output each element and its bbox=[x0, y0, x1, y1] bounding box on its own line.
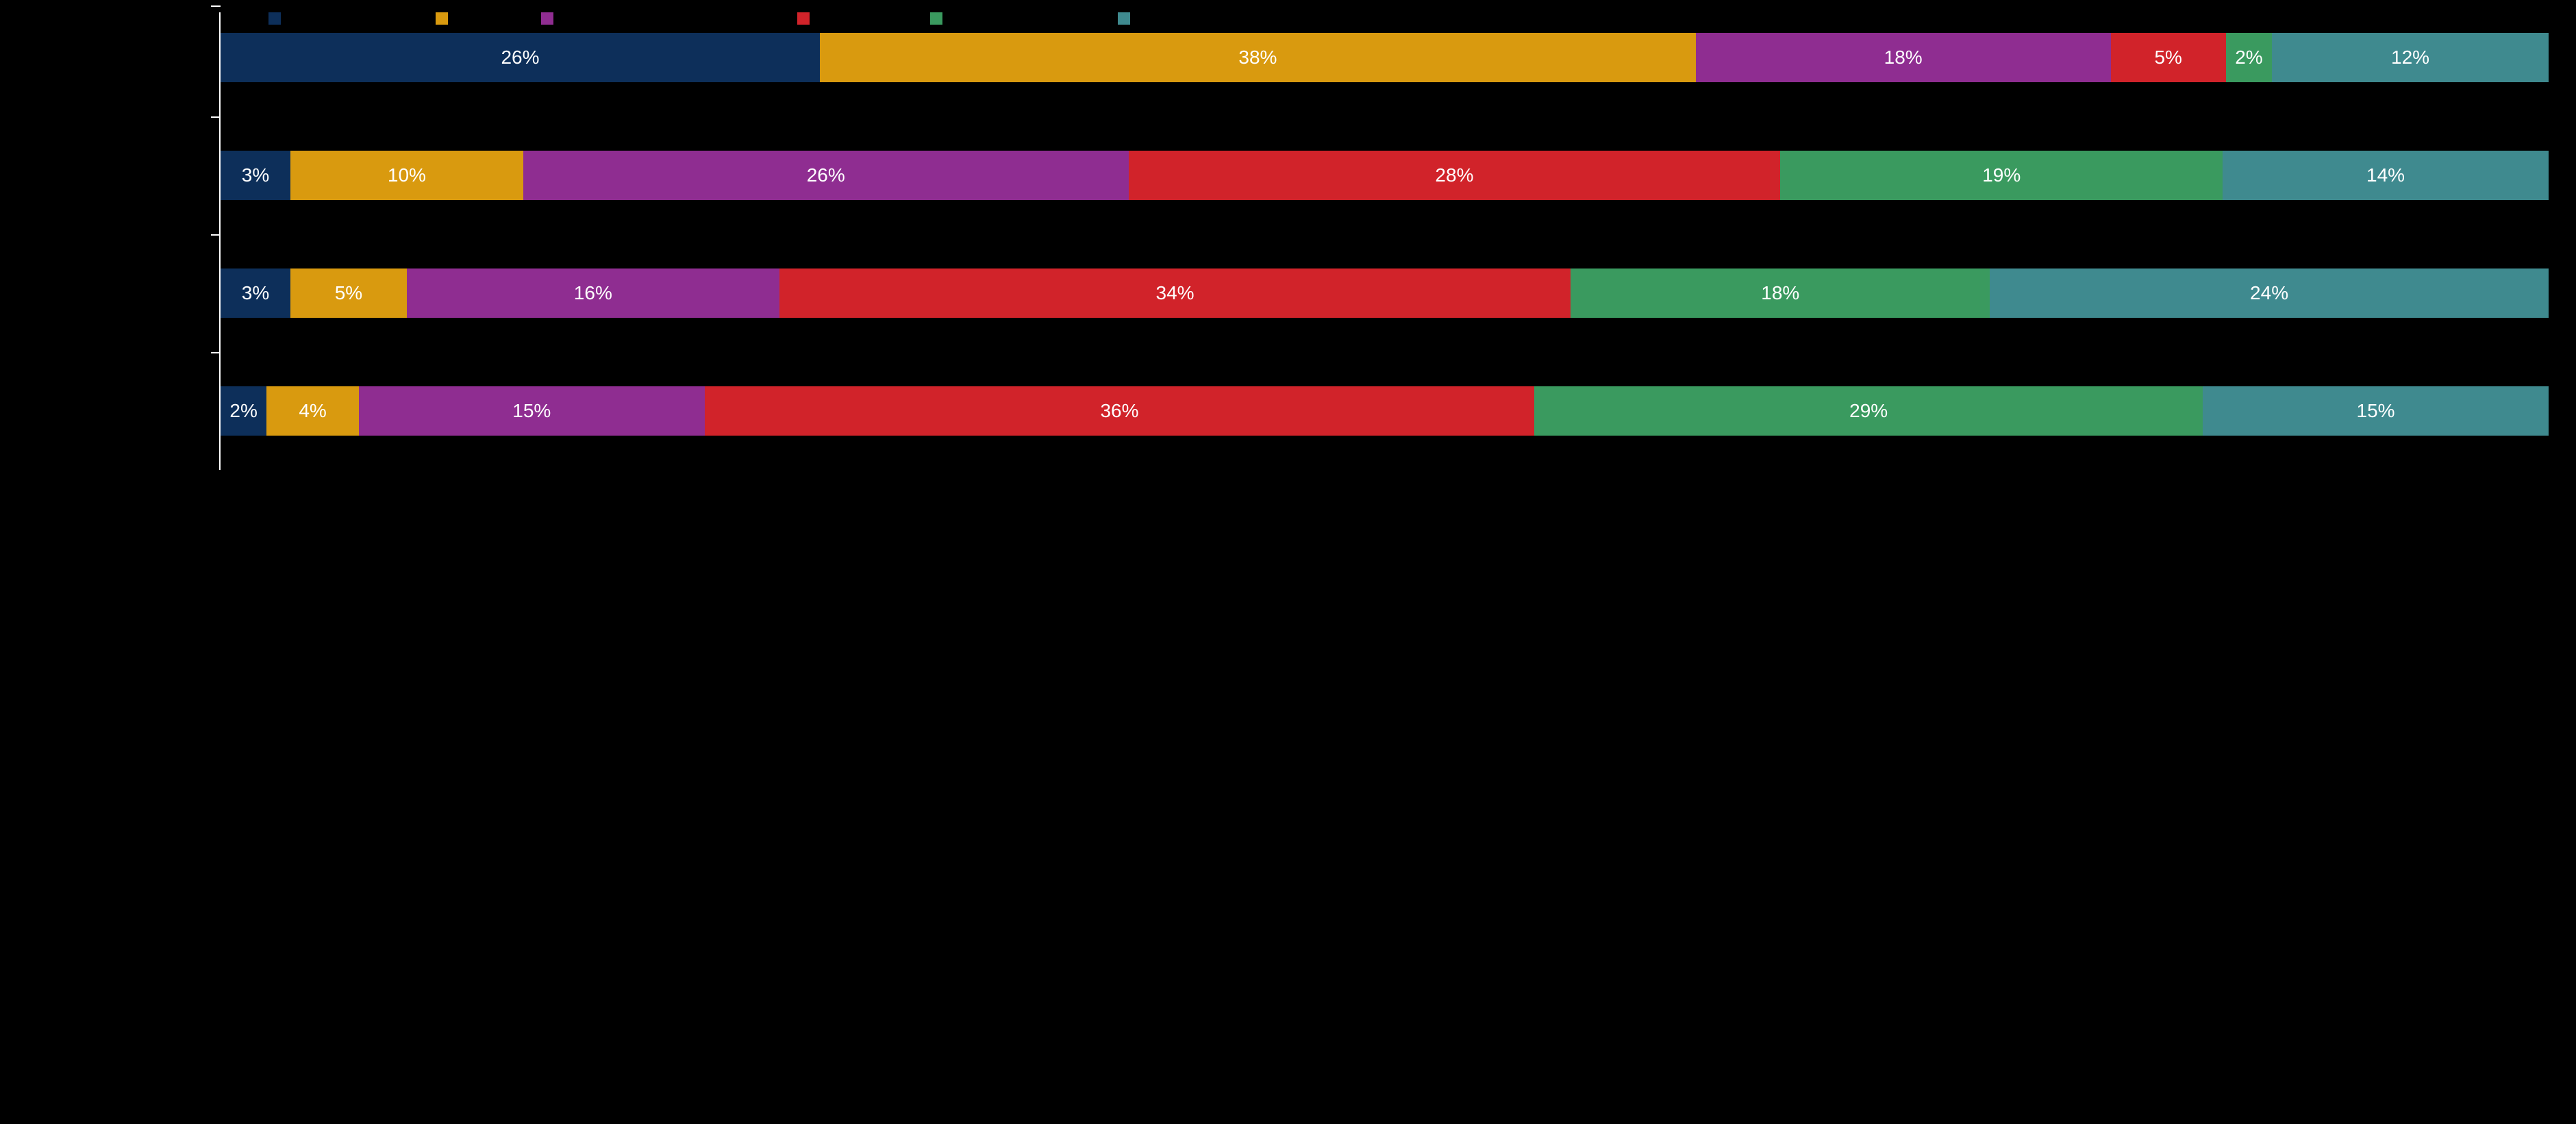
bar-segment: 4% bbox=[266, 386, 359, 436]
axis-tick bbox=[211, 5, 221, 7]
legend-item bbox=[797, 12, 823, 25]
row-gap bbox=[221, 200, 2549, 268]
bar-rows: 26%38%18%5%2%12%3%10%26%28%19%14%3%5%16%… bbox=[221, 33, 2549, 470]
bar-segment: 14% bbox=[2223, 151, 2549, 200]
axis-tick bbox=[211, 234, 221, 236]
legend-swatch bbox=[268, 12, 281, 25]
bar-segment: 18% bbox=[1696, 33, 2111, 82]
axis-tick bbox=[211, 116, 221, 118]
bar-row: 2%4%15%36%29%15% bbox=[221, 386, 2549, 436]
bar-segment: 3% bbox=[221, 151, 290, 200]
bar-segment: 10% bbox=[290, 151, 523, 200]
legend bbox=[221, 12, 2549, 33]
bar-segment: 29% bbox=[1534, 386, 2203, 436]
axis-tick bbox=[211, 352, 221, 353]
legend-swatch bbox=[1118, 12, 1130, 25]
bar-segment: 2% bbox=[221, 386, 266, 436]
plot-area: 26%38%18%5%2%12%3%10%26%28%19%14%3%5%16%… bbox=[219, 12, 2549, 470]
legend-item bbox=[541, 12, 567, 25]
bar-segment: 12% bbox=[2272, 33, 2549, 82]
bar-segment: 24% bbox=[1990, 268, 2549, 318]
bar-segment: 18% bbox=[1571, 268, 1990, 318]
legend-item bbox=[436, 12, 462, 25]
bar-segment: 5% bbox=[2111, 33, 2226, 82]
bar-segment: 38% bbox=[820, 33, 1696, 82]
bar-segment: 36% bbox=[705, 386, 1535, 436]
bar-segment: 15% bbox=[2203, 386, 2549, 436]
bar-row: 26%38%18%5%2%12% bbox=[221, 33, 2549, 82]
legend-item bbox=[930, 12, 956, 25]
bar-segment: 16% bbox=[407, 268, 779, 318]
bar-segment: 26% bbox=[523, 151, 1129, 200]
stacked-bar-chart: 26%38%18%5%2%12%3%10%26%28%19%14%3%5%16%… bbox=[0, 0, 2576, 470]
legend-swatch bbox=[797, 12, 810, 25]
bar-segment: 5% bbox=[290, 268, 407, 318]
legend-item bbox=[268, 12, 295, 25]
bar-segment: 15% bbox=[359, 386, 705, 436]
bar-segment: 34% bbox=[779, 268, 1571, 318]
bar-segment: 26% bbox=[221, 33, 820, 82]
legend-swatch bbox=[930, 12, 942, 25]
row-gap bbox=[221, 436, 2549, 470]
row-gap bbox=[221, 82, 2549, 151]
bar-segment: 28% bbox=[1129, 151, 1781, 200]
legend-swatch bbox=[436, 12, 448, 25]
bar-segment: 2% bbox=[2226, 33, 2272, 82]
bar-row: 3%10%26%28%19%14% bbox=[221, 151, 2549, 200]
row-gap bbox=[221, 318, 2549, 386]
bar-segment: 3% bbox=[221, 268, 290, 318]
legend-swatch bbox=[541, 12, 553, 25]
bar-segment: 19% bbox=[1780, 151, 2223, 200]
bar-row: 3%5%16%34%18%24% bbox=[221, 268, 2549, 318]
legend-item bbox=[1118, 12, 1144, 25]
